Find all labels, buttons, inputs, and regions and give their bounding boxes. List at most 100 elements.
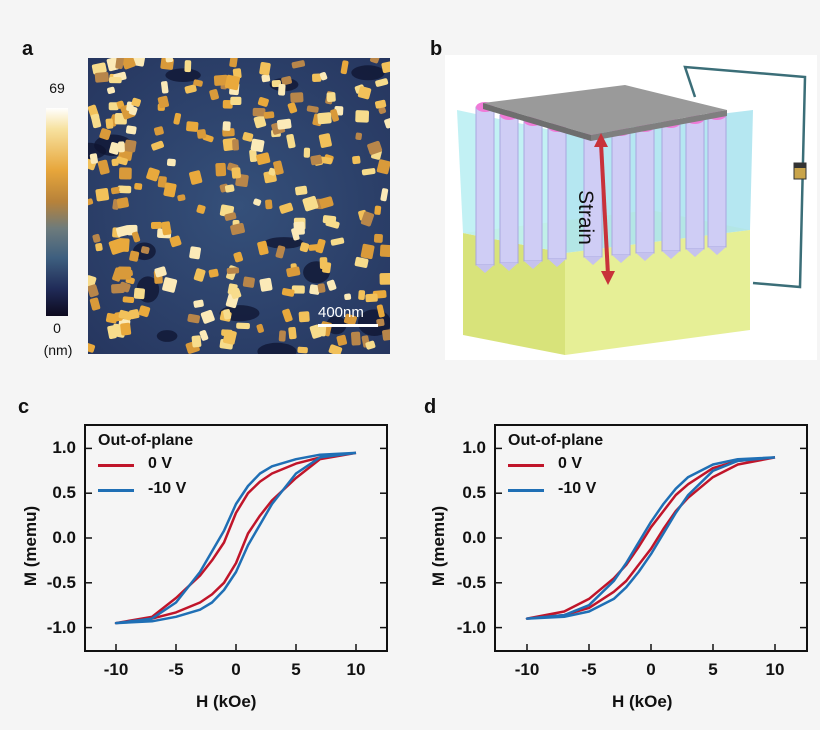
afm-island <box>118 309 133 321</box>
afm-island <box>110 186 121 195</box>
colorbar-min-label: 0 <box>53 320 61 336</box>
afm-island <box>157 176 167 188</box>
afm-island <box>187 313 201 324</box>
afm-island <box>365 340 376 350</box>
afm-island <box>233 251 244 263</box>
afm-island <box>221 329 233 337</box>
substrate-side <box>565 230 750 355</box>
afm-island <box>90 113 102 129</box>
chart-d-ytick-label: 1.0 <box>462 438 486 458</box>
afm-island <box>115 58 124 69</box>
afm-island <box>116 197 129 209</box>
afm-island <box>230 222 245 236</box>
afm-island <box>330 237 345 246</box>
afm-island <box>286 266 301 278</box>
chart-d-frame <box>494 424 808 652</box>
chart-d-ytick-label: -0.5 <box>456 572 486 592</box>
afm-island <box>256 323 264 333</box>
afm-island <box>131 97 141 107</box>
afm-island <box>376 304 385 318</box>
chart-d-legend-line-0V <box>508 464 544 467</box>
chart-c-ytick-label: 0.5 <box>52 483 76 503</box>
afm-island <box>105 118 114 129</box>
afm-island <box>209 89 219 101</box>
afm-island <box>133 287 145 300</box>
afm-island <box>317 112 332 125</box>
afm-island <box>193 299 204 308</box>
chart-c-frame <box>84 424 388 652</box>
afm-island <box>191 335 202 348</box>
afm-island <box>291 60 306 69</box>
afm-island <box>157 95 170 109</box>
afm-island <box>315 238 326 254</box>
colorbar-unit-label: (nm) <box>43 342 73 358</box>
afm-island <box>109 142 121 155</box>
afm-island <box>317 283 326 293</box>
afm-island <box>108 76 122 84</box>
afm-island <box>309 284 321 295</box>
afm-island <box>118 141 125 153</box>
afm-island <box>257 240 269 256</box>
afm-depression <box>351 65 385 81</box>
afm-island <box>231 167 242 179</box>
nanopillar <box>635 126 655 254</box>
afm-island <box>257 97 269 107</box>
afm-island <box>309 324 322 339</box>
afm-island <box>259 277 273 292</box>
chart-d-plot <box>496 447 806 650</box>
afm-island <box>229 58 238 68</box>
chart-d-xtick-label: 10 <box>765 660 785 679</box>
afm-island <box>227 283 238 295</box>
afm-island <box>343 313 357 326</box>
afm-island <box>376 159 390 175</box>
chart-d-xtick-label: -10 <box>514 660 540 679</box>
afm-island <box>89 153 98 164</box>
nanopillar <box>707 114 727 248</box>
afm-island <box>273 160 284 175</box>
afm-island <box>268 167 276 176</box>
afm-island <box>118 281 131 293</box>
afm-island <box>88 342 96 353</box>
afm-island <box>293 221 305 236</box>
afm-image <box>88 58 390 354</box>
afm-depression <box>156 330 178 342</box>
afm-island <box>200 309 215 324</box>
chart-c-xtick-label: 5 <box>291 660 301 679</box>
afm-island <box>328 344 343 354</box>
afm-island <box>119 167 132 180</box>
chart-d-legend-line-m10V <box>508 489 544 492</box>
afm-island <box>336 334 348 346</box>
chart-c-legend-label-m10V: -10 V <box>148 480 187 497</box>
chart-d-ytick-label: 0.0 <box>462 528 486 547</box>
chart-d-legend-title: Out-of-plane <box>508 432 604 449</box>
chart-d-legend-label-0V: 0 V <box>558 455 583 472</box>
afm-island <box>224 212 237 221</box>
afm-island <box>287 102 298 114</box>
afm-island <box>91 62 107 75</box>
afm-island <box>154 266 167 278</box>
nanopillar <box>547 126 567 260</box>
afm-island <box>125 125 137 135</box>
nanopillar <box>661 122 681 252</box>
afm-island <box>161 81 169 94</box>
afm-island <box>278 83 286 96</box>
afm-island <box>115 156 128 166</box>
chart-c-xtick-label: 10 <box>346 660 366 679</box>
panel-a-letter: a <box>22 38 34 60</box>
afm-island <box>118 238 130 252</box>
chart-c-xtick-label: -10 <box>103 660 129 679</box>
nanopillar <box>523 120 543 262</box>
afm-island <box>355 110 370 123</box>
afm-island <box>215 162 227 177</box>
afm-island <box>253 198 262 206</box>
afm-island <box>374 205 382 215</box>
afm-island <box>166 158 176 167</box>
nanopillar <box>685 118 705 250</box>
afm-island <box>88 198 94 206</box>
nanopillars <box>475 102 727 273</box>
afm-island <box>382 329 390 341</box>
afm-island <box>165 58 174 63</box>
afm-island <box>184 60 192 73</box>
afm-island <box>360 243 375 260</box>
afm-island <box>107 86 116 94</box>
